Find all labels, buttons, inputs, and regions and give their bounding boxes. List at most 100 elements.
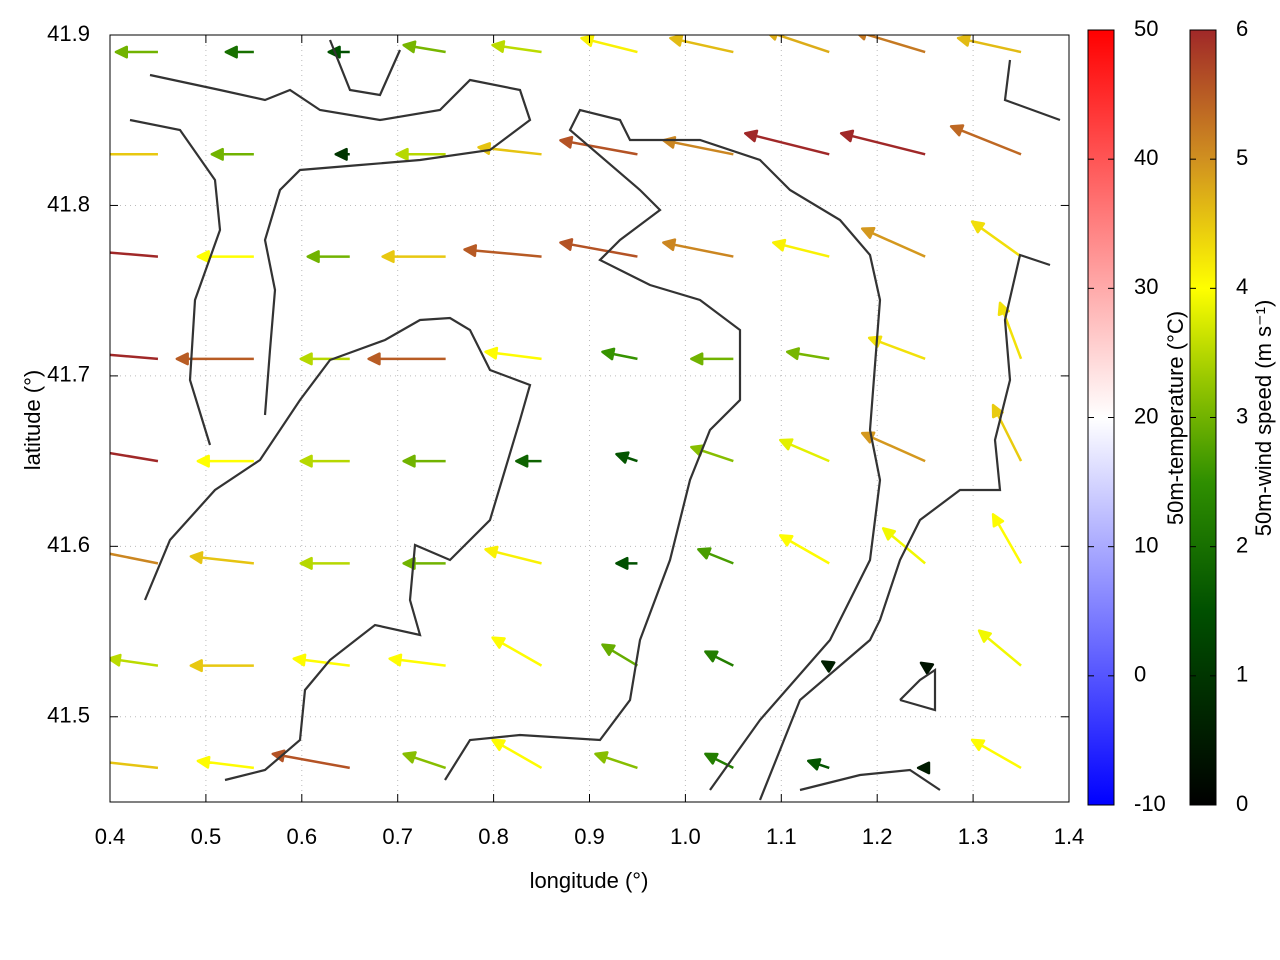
coastlines bbox=[129, 39, 1061, 801]
y-tick-label: 41.8 bbox=[47, 191, 90, 216]
wind-vector bbox=[299, 556, 350, 570]
wind-vector bbox=[402, 40, 446, 54]
x-tick-label: 0.5 bbox=[191, 824, 222, 849]
colorbar-tick-label: 0 bbox=[1134, 662, 1146, 687]
wind-vector bbox=[477, 142, 542, 156]
wind-vector bbox=[977, 629, 1022, 667]
wind-vector bbox=[110, 761, 159, 770]
y-tick-label: 41.6 bbox=[47, 532, 90, 557]
wind-vector bbox=[271, 749, 350, 770]
wind-vector bbox=[395, 147, 446, 161]
wind-vector bbox=[772, 238, 830, 258]
wind-vector bbox=[196, 755, 255, 770]
wind-vector bbox=[299, 352, 350, 366]
y-tick-label: 41.7 bbox=[47, 362, 90, 387]
wind-vector bbox=[402, 454, 446, 468]
wind-vector bbox=[779, 438, 830, 463]
colorbar-tick-label: 0 bbox=[1236, 791, 1248, 816]
wind-vector bbox=[601, 643, 639, 667]
wind-vector bbox=[224, 45, 254, 59]
x-tick-label: 0.4 bbox=[95, 824, 126, 849]
wind-vector bbox=[210, 147, 254, 161]
colorbar-tick-label: 20 bbox=[1134, 403, 1158, 428]
wind-vector bbox=[196, 454, 254, 468]
coastline bbox=[149, 73, 532, 416]
wind-vector bbox=[857, 35, 926, 54]
wind-vector bbox=[786, 347, 830, 361]
y-tick-label: 41.5 bbox=[47, 703, 90, 728]
x-tick-label: 1.1 bbox=[766, 824, 797, 849]
x-tick-label: 1.4 bbox=[1054, 824, 1085, 849]
axes: 0.4 0.5 0.6 0.7 0.8 0.9 1.0 1.1 1.2 1.3 1.4 41.5 41.… bbox=[47, 21, 1084, 849]
wind-vector bbox=[299, 454, 350, 468]
wind-vector bbox=[110, 153, 158, 156]
wind-vector bbox=[768, 35, 830, 54]
wind-vector bbox=[491, 636, 543, 667]
wind-vector bbox=[463, 244, 542, 258]
wind-vector bbox=[491, 40, 542, 54]
wind-vector bbox=[388, 653, 446, 667]
wind-vector bbox=[881, 527, 926, 565]
wind-vector bbox=[744, 129, 830, 156]
wind-vector bbox=[515, 454, 542, 468]
coastline bbox=[444, 108, 882, 791]
coastline bbox=[799, 667, 941, 792]
colorbar-label: 50m-temperature (°C) bbox=[1163, 311, 1188, 525]
wind-vector bbox=[956, 35, 1022, 54]
wind-vector bbox=[484, 545, 542, 565]
colorbar-tick-label: 40 bbox=[1134, 145, 1158, 170]
x-axis-label: longitude (°) bbox=[530, 868, 649, 893]
vector-field bbox=[110, 35, 1023, 775]
coastline bbox=[328, 39, 1061, 122]
x-tick-label: 0.6 bbox=[287, 824, 318, 849]
wind-vector bbox=[669, 35, 734, 54]
wind-vector bbox=[559, 135, 638, 156]
colorbar-tick-label: 6 bbox=[1236, 16, 1248, 41]
wind-vector bbox=[970, 220, 1022, 258]
wind-vector bbox=[110, 552, 159, 565]
wind-vector bbox=[615, 556, 638, 570]
wind-vector bbox=[367, 352, 446, 366]
colorbar-tick-label: 5 bbox=[1236, 145, 1248, 170]
wind-vector bbox=[697, 547, 734, 565]
wind-vector bbox=[690, 352, 734, 366]
colorbar-tick-label: 50 bbox=[1134, 16, 1158, 41]
wind-vector bbox=[867, 335, 926, 361]
wind-vector bbox=[949, 124, 1022, 156]
wind-vector bbox=[484, 346, 542, 361]
wind-vector bbox=[919, 661, 935, 675]
y-tick-label: 41.9 bbox=[47, 21, 90, 46]
wind-vector bbox=[114, 45, 158, 59]
wind-vector bbox=[860, 226, 926, 258]
wind-vector bbox=[615, 451, 638, 464]
colorbar-tick-label: 1 bbox=[1236, 662, 1248, 687]
x-tick-label: 1.3 bbox=[958, 824, 989, 849]
colorbar-tick-label: 30 bbox=[1134, 274, 1158, 299]
wind-vector bbox=[559, 238, 638, 258]
wind-vector bbox=[189, 659, 254, 673]
wind-vector bbox=[491, 738, 543, 769]
coastline bbox=[129, 118, 222, 446]
wind-vector bbox=[662, 238, 734, 258]
wind-vector bbox=[704, 650, 734, 667]
colorbar-tick-label: 2 bbox=[1236, 532, 1248, 557]
grid bbox=[109, 34, 1070, 802]
wind-vector bbox=[580, 35, 638, 54]
wind-vector bbox=[991, 403, 1023, 462]
colorbar-tick-label: 4 bbox=[1236, 274, 1248, 299]
wind-vector bbox=[970, 738, 1022, 769]
wind-vector bbox=[594, 751, 638, 770]
wind-vector bbox=[402, 751, 447, 770]
wind-vector bbox=[704, 752, 734, 770]
y-axis-label: latitude (°) bbox=[20, 370, 45, 471]
wind-vector bbox=[110, 451, 159, 463]
wind-vector bbox=[779, 534, 830, 565]
colorbar-tick-label: 3 bbox=[1236, 403, 1248, 428]
coastline bbox=[143, 316, 532, 782]
wind-vector bbox=[306, 250, 350, 264]
colorbar-tick-label: -10 bbox=[1134, 791, 1166, 816]
colorbar-label: 50m-wind speed (m s⁻¹) bbox=[1251, 300, 1276, 537]
colorbar-tick-label: 10 bbox=[1134, 532, 1158, 557]
wind-vector bbox=[381, 250, 446, 264]
